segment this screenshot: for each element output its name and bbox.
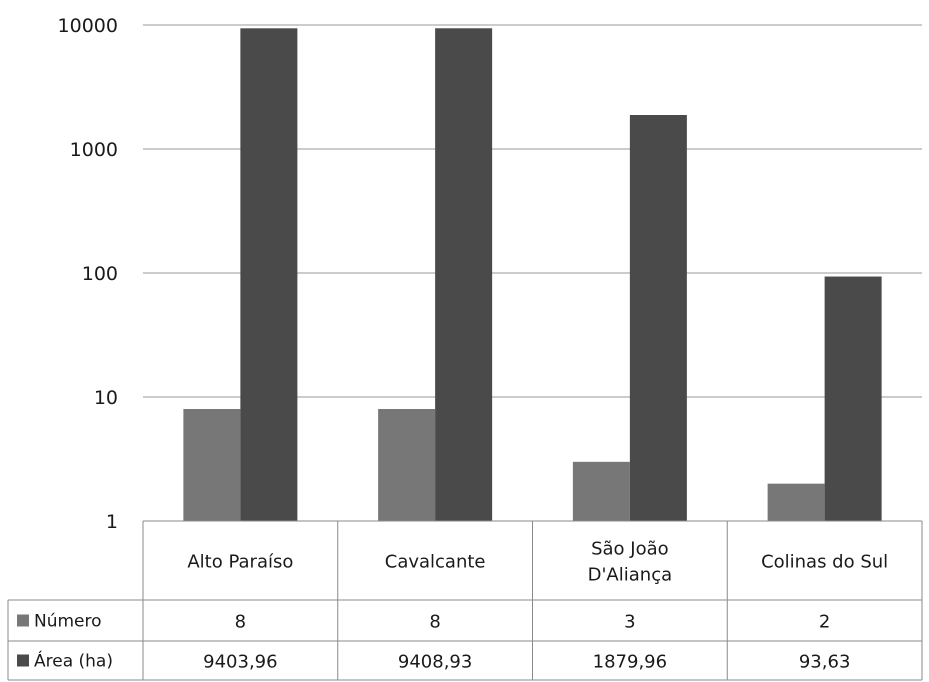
legend-entry: Número — [34, 612, 102, 632]
table-cell-value: 9408,93 — [398, 652, 472, 673]
y-tick-label: 1 — [106, 511, 118, 533]
bar-numero — [572, 461, 630, 521]
x-category-label: Colinas do Sul — [761, 552, 888, 573]
table-cell-value: 1879,96 — [593, 652, 667, 673]
table-cell-value: 93,63 — [799, 652, 851, 673]
y-tick-label: 10000 — [58, 15, 118, 37]
bar-area — [824, 276, 882, 521]
table-cell-value: 8 — [429, 612, 440, 633]
bar-numero — [767, 483, 825, 521]
data-table: Alto Paraíso Cavalcante São João D'Aliança C… — [7, 520, 923, 681]
y-tick-label: 10 — [94, 387, 118, 409]
table-cell-value: 8 — [235, 612, 246, 633]
bar-area — [435, 28, 493, 522]
table-cell-value: 2 — [819, 612, 830, 633]
y-axis-tick-labels: 1 10 100 1000 10000 — [58, 15, 118, 533]
y-tick-label: 1000 — [70, 139, 118, 161]
legend-swatch — [17, 614, 29, 627]
table-cell-value: 9403,96 — [203, 652, 277, 673]
bar-numero — [378, 409, 436, 521]
x-category-label: Alto Paraíso — [187, 552, 293, 573]
x-category-label: D'Aliança — [588, 565, 673, 586]
bars — [183, 28, 882, 522]
bar-area — [240, 28, 298, 522]
bar-area — [629, 115, 687, 522]
table-cell-value: 3 — [624, 612, 635, 633]
legend-entry: Área (ha) — [34, 650, 113, 672]
x-category-label: São João — [591, 539, 669, 560]
y-tick-label: 100 — [82, 263, 118, 285]
bar-numero — [183, 409, 241, 521]
legend-swatch — [17, 654, 29, 667]
x-category-label: Cavalcante — [385, 552, 486, 573]
